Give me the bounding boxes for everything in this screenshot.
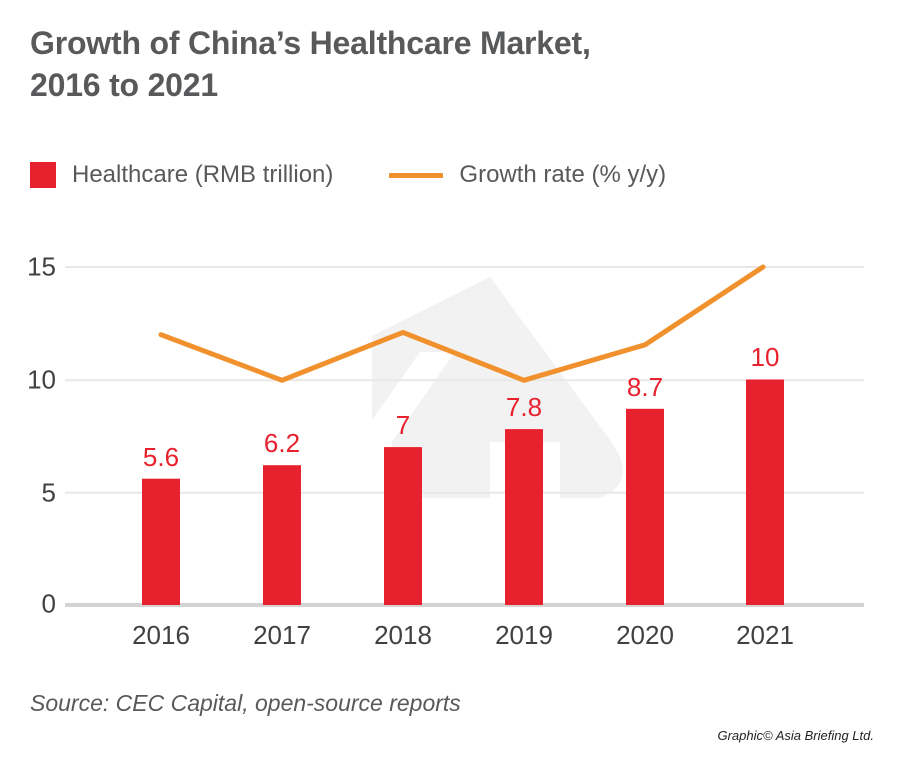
x-tick-2017: 2017: [253, 620, 311, 650]
y-tick-15: 15: [27, 251, 56, 282]
x-tick-2019: 2019: [495, 620, 553, 650]
x-tick-2018: 2018: [374, 620, 432, 650]
bar-value-2017: 6.2: [263, 428, 301, 458]
graphic-credit: Graphic© Asia Briefing Ltd.: [717, 728, 874, 743]
bar-value-2019: 7.8: [505, 392, 543, 422]
page-title-line-1: Growth of China’s Healthcare Market,: [30, 25, 591, 61]
chart-bars: [142, 379, 784, 606]
y-tick-0: 0: [41, 588, 56, 619]
bar-value-2016: 5.6: [142, 442, 180, 472]
bar-2021[interactable]: [746, 379, 784, 606]
y-tick-10: 10: [27, 364, 56, 395]
legend-item-healthcare[interactable]: Healthcare (RMB trillion): [30, 161, 333, 189]
source-note: Source: CEC Capital, open-source reports: [30, 690, 461, 716]
y-axis-tick-labels: 15 10 5 0: [8, 0, 56, 680]
bar-2016[interactable]: [142, 478, 180, 605]
legend-square-swatch-icon: [30, 162, 56, 188]
bar-value-2021: 10: [750, 342, 780, 372]
bar-2017[interactable]: [263, 465, 301, 605]
bar-2019[interactable]: [505, 429, 543, 605]
legend-item-healthcare-label: Healthcare (RMB trillion): [72, 161, 334, 188]
chart-gridlines: [65, 266, 864, 494]
legend-line-swatch-icon: [389, 172, 444, 178]
x-tick-2020: 2020: [616, 620, 674, 650]
page-title-line-2: 2016 to 2021: [30, 67, 218, 104]
legend-item-growth-rate[interactable]: Growth rate (% y/y): [389, 161, 666, 189]
chart-svg: [65, 264, 864, 607]
legend-item-growth-rate-label: Growth rate (% y/y): [459, 161, 667, 188]
x-tick-2021: 2021: [736, 620, 794, 650]
page-title: Growth of China’s Healthcare Market, 201…: [30, 22, 790, 106]
y-tick-5: 5: [41, 477, 56, 508]
chart-plot-area: 15 10 5 0 2016 2017 2018 2019 2020 2021 …: [8, 0, 864, 680]
bar-2018[interactable]: [384, 447, 422, 605]
bar-value-2020: 8.7: [626, 372, 664, 402]
growth-rate-line[interactable]: [158, 264, 766, 383]
bar-value-2018: 7: [395, 410, 411, 440]
asia-briefing-logo-watermark: [372, 277, 623, 498]
chart-legend: Healthcare (RMB trillion) Growth rate (%…: [30, 158, 666, 192]
bar-2020[interactable]: [626, 408, 664, 605]
x-tick-2016: 2016: [132, 620, 190, 650]
